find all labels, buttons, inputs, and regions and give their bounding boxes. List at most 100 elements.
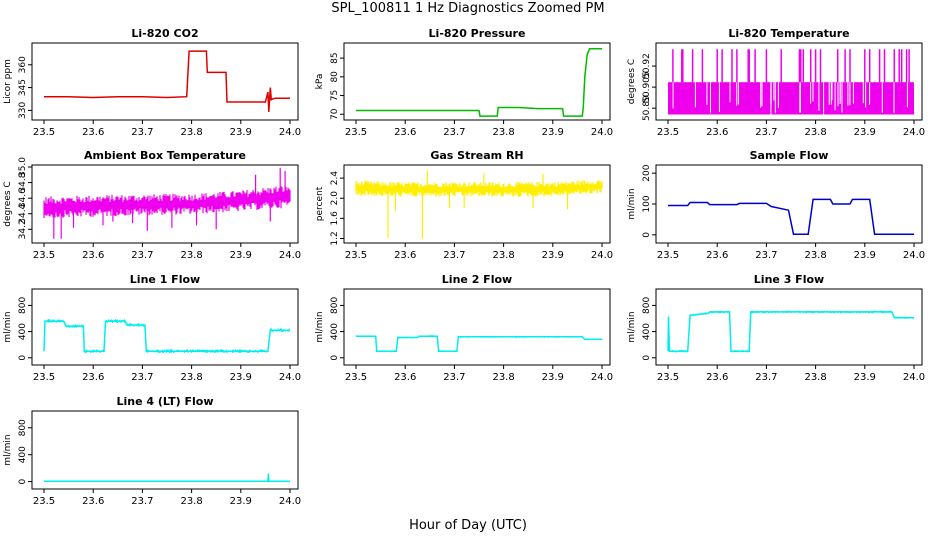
series-line-1: [356, 47, 602, 117]
x-tick-label: 23.9: [230, 250, 252, 261]
x-tick-label: 23.5: [33, 372, 55, 383]
plot-frame: [343, 288, 611, 366]
panel-6: Sample Flow ml/min 23.5 23.6 23.7 23.8 23.9 24.…: [627, 149, 925, 261]
y-tick-label: 200: [642, 164, 652, 181]
y-tick-label: 0: [642, 232, 652, 238]
panel-title: Gas Stream RH: [430, 149, 523, 162]
plot-frame: [655, 164, 923, 244]
y-tick-label: 0: [18, 478, 28, 484]
panel-title: Li-820 Temperature: [728, 27, 849, 40]
x-tick-label: 23.5: [657, 250, 679, 261]
x-tick-label: 23.7: [755, 127, 777, 138]
x-tick-label: 23.8: [180, 127, 202, 138]
y-tick-label: 2.4: [330, 171, 340, 186]
x-tick-label: 23.5: [33, 250, 55, 261]
series-line-1: [44, 473, 290, 483]
plot-data: [355, 335, 603, 353]
x-tick-label: 23.6: [706, 372, 728, 383]
x-tick-label: 23.9: [542, 372, 564, 383]
y-tick-label: 50.92: [642, 53, 652, 79]
x-tick-label: 23.7: [443, 250, 465, 261]
panel-title: Ambient Box Temperature: [84, 149, 246, 162]
series-line-1: [667, 311, 914, 352]
x-tick-label: 23.5: [657, 127, 679, 138]
x-tick-label: 24.0: [279, 496, 301, 507]
plot-frame: [343, 164, 611, 244]
series-noise: [44, 319, 290, 354]
y-tick-label: 400: [642, 323, 652, 340]
y-tick-label: 400: [18, 446, 28, 463]
panel-title: Li-820 CO2: [131, 27, 198, 40]
plot-frame: [31, 42, 299, 121]
series-spikes: [53, 167, 286, 239]
plot-frame: [31, 164, 299, 244]
panel-4: Ambient Box Temperature degrees C 23.5 23.6…: [3, 149, 301, 261]
x-tick-label: 24.0: [591, 127, 613, 138]
y-tick-label: 800: [642, 297, 652, 314]
x-tick-label: 23.7: [755, 250, 777, 261]
x-tick-label: 23.7: [443, 372, 465, 383]
series-line-1: [43, 320, 290, 352]
y-tick-label: 75: [330, 90, 340, 101]
panel-title: Line 3 Flow: [754, 273, 824, 286]
x-tick-label: 23.6: [82, 372, 104, 383]
panel-3: Li-820 Temperature degrees C 23.5 23.6 23.7 2…: [627, 27, 925, 138]
x-tick-label: 23.8: [180, 250, 202, 261]
x-tick-label: 23.6: [82, 127, 104, 138]
x-tick-label: 23.8: [804, 127, 826, 138]
y-tick-label: 50.905: [642, 71, 652, 103]
x-tick-label: 23.9: [542, 127, 564, 138]
x-tick-label: 23.6: [394, 250, 416, 261]
x-tick-label: 24.0: [279, 250, 301, 261]
plot-data: [668, 198, 914, 235]
plot-data: [44, 473, 290, 483]
y-tick-label: 345: [18, 79, 28, 96]
x-tick-label: 23.9: [854, 372, 876, 383]
panel-2: Li-820 Pressure kPa 23.5 23.6 23.7 23.8 23.9 24…: [315, 27, 613, 138]
y-tick-label: 1.2: [330, 231, 340, 245]
panel-title: Li-820 Pressure: [429, 27, 526, 40]
plot-data: [43, 319, 290, 354]
panel-9: Line 3 Flow ml/min 23.5 23.6 23.7 23.8 23.9 24.…: [627, 273, 925, 383]
x-tick-label: 23.6: [394, 127, 416, 138]
y-tick-label: 34.4: [18, 203, 28, 223]
y-tick-label: 50.89: [642, 95, 652, 121]
figure-x-label: Hour of Day (UTC): [409, 518, 527, 533]
series-line-1: [668, 198, 914, 235]
y-tick-label: 80: [330, 71, 340, 83]
series-noise: [669, 310, 914, 353]
x-tick-label: 23.6: [82, 496, 104, 507]
x-tick-label: 23.5: [345, 372, 367, 383]
x-tick-label: 23.8: [180, 372, 202, 383]
series-line-1: [356, 335, 602, 352]
y-tick-label: 34.6: [18, 188, 28, 208]
x-tick-label: 23.8: [492, 127, 514, 138]
y-axis-label: percent: [315, 186, 325, 221]
x-tick-label: 23.9: [854, 127, 876, 138]
series-band: [355, 180, 603, 197]
panel-title: Line 2 Flow: [442, 273, 512, 286]
y-axis-label: degrees C: [3, 181, 13, 226]
x-tick-label: 23.6: [82, 250, 104, 261]
y-tick-label: 400: [18, 323, 28, 340]
y-tick-label: 35.0: [18, 157, 28, 177]
x-tick-label: 23.7: [131, 127, 153, 138]
plot-data: [667, 310, 914, 353]
panel-title: Sample Flow: [750, 149, 829, 162]
plot-frame: [655, 288, 923, 366]
y-axis-label: ml/min: [627, 188, 637, 219]
y-tick-label: 34.2: [18, 219, 28, 239]
x-tick-label: 23.8: [804, 250, 826, 261]
x-tick-label: 24.0: [279, 127, 301, 138]
y-tick-label: 360: [18, 56, 28, 73]
y-axis-label: degrees C: [627, 59, 637, 104]
series-spikes: [672, 49, 910, 83]
plot-data: [668, 49, 914, 116]
x-tick-label: 24.0: [903, 250, 925, 261]
x-tick-label: 23.7: [131, 496, 153, 507]
x-tick-label: 24.0: [279, 372, 301, 383]
x-tick-label: 23.7: [131, 250, 153, 261]
y-tick-label: 0: [18, 355, 28, 361]
panel-title: Line 4 (LT) Flow: [117, 395, 214, 408]
